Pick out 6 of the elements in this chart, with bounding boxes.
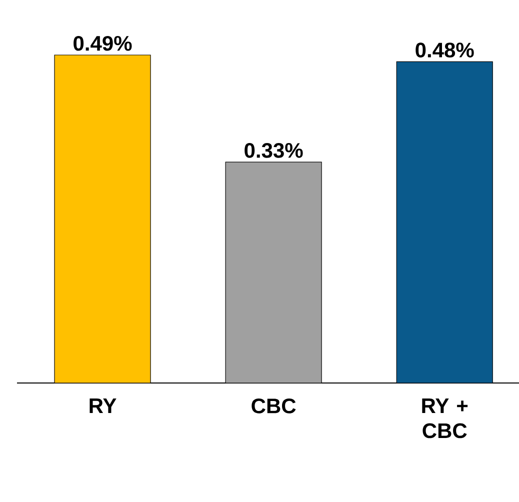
data-label: 0.48% bbox=[416, 42, 474, 58]
x-tick-label: CBC bbox=[252, 398, 296, 414]
x-tick-label: RY bbox=[90, 398, 116, 413]
data-label: 0.33% bbox=[244, 143, 303, 158]
x-tick-label: RY + CBC bbox=[422, 398, 468, 438]
data-label: 0.49% bbox=[74, 36, 132, 51]
